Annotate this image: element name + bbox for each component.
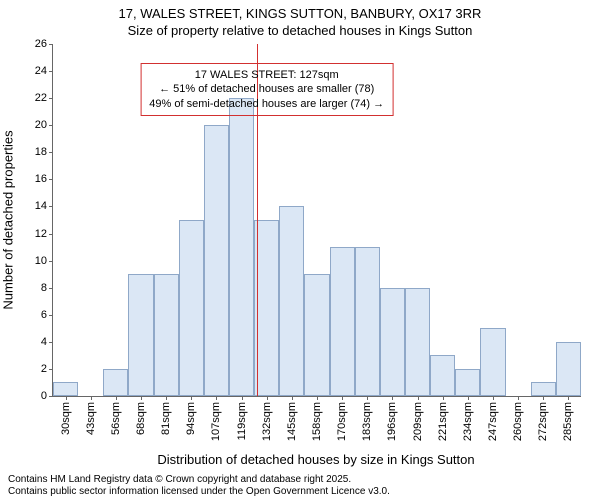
x-tick-mark <box>392 396 393 400</box>
x-tick-label: 285sqm <box>562 402 574 441</box>
x-tick-label: 196sqm <box>386 402 398 441</box>
x-tick-label: 183sqm <box>361 402 373 441</box>
histogram-bar <box>380 288 405 396</box>
x-tick-label: 234sqm <box>462 402 474 441</box>
x-tick-label: 43sqm <box>85 402 97 435</box>
x-tick-label: 132sqm <box>261 402 273 441</box>
x-tick-label: 119sqm <box>236 402 248 440</box>
x-tick-mark <box>191 396 192 400</box>
x-tick-label: 272sqm <box>537 402 549 441</box>
x-tick-label: 209sqm <box>412 402 424 441</box>
y-tick-mark <box>49 342 53 343</box>
x-tick-mark <box>568 396 569 400</box>
x-tick-mark <box>292 396 293 400</box>
histogram-bar <box>204 125 229 396</box>
x-tick-mark <box>418 396 419 400</box>
histogram-bar <box>179 220 204 396</box>
histogram-bar <box>430 355 455 396</box>
x-tick-mark <box>166 396 167 400</box>
footer-attribution: Contains HM Land Registry data © Crown c… <box>8 474 390 498</box>
histogram-bar <box>229 98 254 396</box>
x-tick-mark <box>443 396 444 400</box>
y-tick-mark <box>49 234 53 235</box>
x-tick-mark <box>116 396 117 400</box>
x-tick-label: 81sqm <box>160 402 172 435</box>
histogram-bar <box>556 342 581 396</box>
footer-line-1: Contains HM Land Registry data © Crown c… <box>8 474 390 486</box>
y-tick-mark <box>49 98 53 99</box>
annotation-line-1: 17 WALES STREET: 127sqm <box>149 68 384 82</box>
title-line-1: 17, WALES STREET, KINGS SUTTON, BANBURY,… <box>0 6 600 23</box>
x-tick-label: 170sqm <box>336 402 348 441</box>
y-tick-mark <box>49 152 53 153</box>
plot-area: 0246810121416182022242630sqm43sqm56sqm68… <box>52 44 581 397</box>
x-tick-label: 158sqm <box>311 402 323 441</box>
x-tick-label: 107sqm <box>210 402 222 441</box>
y-tick-mark <box>49 288 53 289</box>
y-tick-mark <box>49 179 53 180</box>
histogram-bar <box>480 328 505 396</box>
histogram-bar <box>330 247 355 396</box>
x-tick-label: 247sqm <box>487 402 499 441</box>
histogram-bar <box>455 369 480 396</box>
histogram-bar <box>304 274 329 396</box>
histogram-bar <box>355 247 380 396</box>
x-tick-mark <box>493 396 494 400</box>
histogram-bar <box>279 206 304 396</box>
x-tick-mark <box>242 396 243 400</box>
histogram-bar <box>254 220 279 396</box>
x-tick-label: 56sqm <box>110 402 122 435</box>
x-tick-mark <box>367 396 368 400</box>
y-tick-mark <box>49 396 53 397</box>
histogram-chart: 17, WALES STREET, KINGS SUTTON, BANBURY,… <box>0 0 600 500</box>
x-tick-mark <box>216 396 217 400</box>
y-tick-mark <box>49 206 53 207</box>
x-tick-label: 221sqm <box>437 402 449 441</box>
y-tick-mark <box>49 369 53 370</box>
histogram-bar <box>103 369 128 396</box>
x-tick-label: 30sqm <box>60 402 72 435</box>
title-line-2: Size of property relative to detached ho… <box>0 23 600 40</box>
y-tick-mark <box>49 44 53 45</box>
x-tick-mark <box>91 396 92 400</box>
histogram-bar <box>128 274 153 396</box>
x-tick-mark <box>518 396 519 400</box>
x-tick-label: 68sqm <box>135 402 147 435</box>
annotation-line-2: ← 51% of detached houses are smaller (78… <box>149 82 384 96</box>
annotation-box: 17 WALES STREET: 127sqm← 51% of detached… <box>140 63 393 116</box>
histogram-bar <box>53 382 78 396</box>
y-tick-mark <box>49 315 53 316</box>
footer-line-2: Contains public sector information licen… <box>8 486 390 498</box>
histogram-bar <box>531 382 556 396</box>
x-axis-title: Distribution of detached houses by size … <box>52 452 580 467</box>
chart-titles: 17, WALES STREET, KINGS SUTTON, BANBURY,… <box>0 0 600 40</box>
y-axis-title: Number of detached properties <box>1 130 16 309</box>
x-tick-mark <box>141 396 142 400</box>
y-tick-mark <box>49 261 53 262</box>
histogram-bar <box>154 274 179 396</box>
y-tick-mark <box>49 125 53 126</box>
x-tick-mark <box>468 396 469 400</box>
x-tick-label: 94sqm <box>185 402 197 435</box>
y-tick-mark <box>49 71 53 72</box>
x-tick-mark <box>267 396 268 400</box>
x-tick-label: 260sqm <box>512 402 524 441</box>
x-tick-mark <box>66 396 67 400</box>
x-tick-mark <box>543 396 544 400</box>
x-tick-label: 145sqm <box>286 402 298 441</box>
annotation-line-3: 49% of semi-detached houses are larger (… <box>149 97 384 111</box>
x-tick-mark <box>342 396 343 400</box>
x-tick-mark <box>317 396 318 400</box>
histogram-bar <box>405 288 430 396</box>
